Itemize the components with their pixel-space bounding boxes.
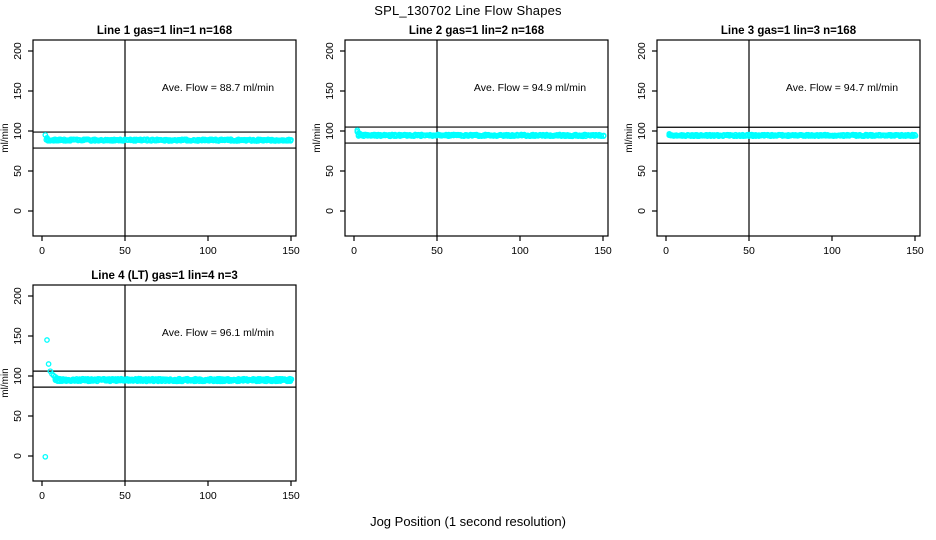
y-axis-label: ml/min	[0, 123, 11, 152]
data-point	[418, 132, 425, 139]
y-tick-label: 50	[12, 410, 24, 422]
x-tick-label: 0	[663, 245, 669, 257]
x-tick-label: 100	[511, 245, 529, 257]
y-tick-label: 0	[324, 208, 336, 214]
y-tick-label: 0	[636, 208, 648, 214]
panel-line-4-lt: Line 4 (LT) gas=1 lin=4 n=3 0 50 100 150 0 50 1…	[0, 263, 312, 513]
y-tick-label: 150	[12, 327, 24, 345]
data-point	[42, 453, 49, 460]
x-tick-label: 0	[39, 490, 45, 502]
x-tick-label: 50	[743, 245, 755, 257]
data-point	[869, 133, 876, 139]
data-point	[717, 132, 724, 139]
x-tick-label: 50	[431, 245, 443, 257]
plot-svg-line-1: Line 1 gas=1 lin=1 n=168 0 50 100 150 0 50 100 1…	[0, 25, 300, 257]
y-axis-label: ml/min	[0, 368, 11, 397]
plot-box	[656, 39, 921, 237]
x-tick-label: 50	[119, 490, 131, 502]
y-tick-label: 100	[324, 122, 336, 140]
x-tick-label: 150	[906, 245, 924, 257]
y-axis-label: ml/min	[312, 123, 323, 152]
data-points	[42, 132, 294, 144]
y-tick-label: 200	[636, 42, 648, 60]
y-tick-label: 100	[12, 122, 24, 140]
ave-flow-annotation: Ave. Flow = 94.9 ml/min	[474, 82, 586, 94]
x-tick-label: 150	[594, 245, 612, 257]
data-point	[45, 361, 52, 367]
panel-title: Line 3 gas=1 lin=3 n=168	[721, 25, 857, 37]
ave-flow-annotation: Ave. Flow = 96.1 ml/min	[162, 327, 274, 339]
data-point	[600, 132, 607, 139]
x-tick-label: 100	[199, 245, 217, 257]
y-tick-label: 0	[12, 453, 24, 459]
data-point	[121, 137, 128, 143]
plot-box	[344, 39, 609, 237]
figure-title: SPL_130702 Line Flow Shapes	[374, 3, 562, 18]
panel-line-1: Line 1 gas=1 lin=1 n=168 0 50 100 150 0 50 100 1…	[0, 18, 312, 268]
x-tick-label: 0	[351, 245, 357, 257]
data-point	[124, 136, 131, 143]
ave-flow-annotation: Ave. Flow = 88.7 ml/min	[162, 82, 274, 94]
y-tick-label: 150	[12, 82, 24, 100]
panel-line-3: Line 3 gas=1 lin=3 n=168 0 50 100 150 0 50 100 1…	[624, 18, 936, 268]
x-tick-label: 100	[823, 245, 841, 257]
x-axis-label: Jog Position (1 second resolution)	[370, 514, 566, 529]
data-points	[42, 337, 295, 460]
y-tick-label: 50	[636, 165, 648, 177]
data-points	[354, 127, 607, 140]
ave-flow-annotation: Ave. Flow = 94.7 ml/min	[786, 82, 898, 94]
x-tick-label: 150	[282, 490, 300, 502]
plot-svg-line-3: Line 3 gas=1 lin=3 n=168 0 50 100 150 0 50 100 1…	[624, 25, 924, 257]
panel-line-2: Line 2 gas=1 lin=2 n=168 0 50 100 150 0 50 100 1…	[312, 18, 624, 268]
y-tick-label: 200	[12, 42, 24, 60]
data-point	[511, 133, 518, 139]
y-axis-label: ml/min	[624, 123, 635, 152]
y-tick-label: 200	[12, 287, 24, 305]
x-tick-label: 50	[119, 245, 131, 257]
y-tick-label: 100	[636, 122, 648, 140]
data-point	[288, 376, 294, 382]
y-tick-label: 50	[324, 165, 336, 177]
panel-title: Line 1 gas=1 lin=1 n=168	[97, 25, 233, 37]
y-tick-label: 150	[324, 82, 336, 100]
plot-svg-line-4-lt: Line 4 (LT) gas=1 lin=4 n=3 0 50 100 150 0 50 1…	[0, 270, 300, 502]
y-tick-label: 0	[12, 208, 24, 214]
data-point	[44, 337, 50, 343]
data-point	[912, 132, 919, 139]
x-tick-label: 100	[199, 490, 217, 502]
panel-title: Line 2 gas=1 lin=2 n=168	[409, 25, 545, 37]
x-tick-label: 150	[282, 245, 300, 257]
plot-svg-line-2: Line 2 gas=1 lin=2 n=168 0 50 100 150 0 50 100 1…	[312, 25, 612, 257]
x-tick-label: 0	[39, 245, 45, 257]
plot-box	[32, 39, 297, 237]
panel-title: Line 4 (LT) gas=1 lin=4 n=3	[91, 270, 237, 282]
data-point	[115, 136, 121, 143]
y-tick-label: 200	[324, 42, 336, 60]
data-point	[287, 137, 294, 144]
y-tick-label: 150	[636, 82, 648, 100]
y-tick-label: 50	[12, 165, 24, 177]
data-points	[666, 130, 919, 140]
y-tick-label: 100	[12, 367, 24, 385]
plot-box	[32, 284, 297, 482]
